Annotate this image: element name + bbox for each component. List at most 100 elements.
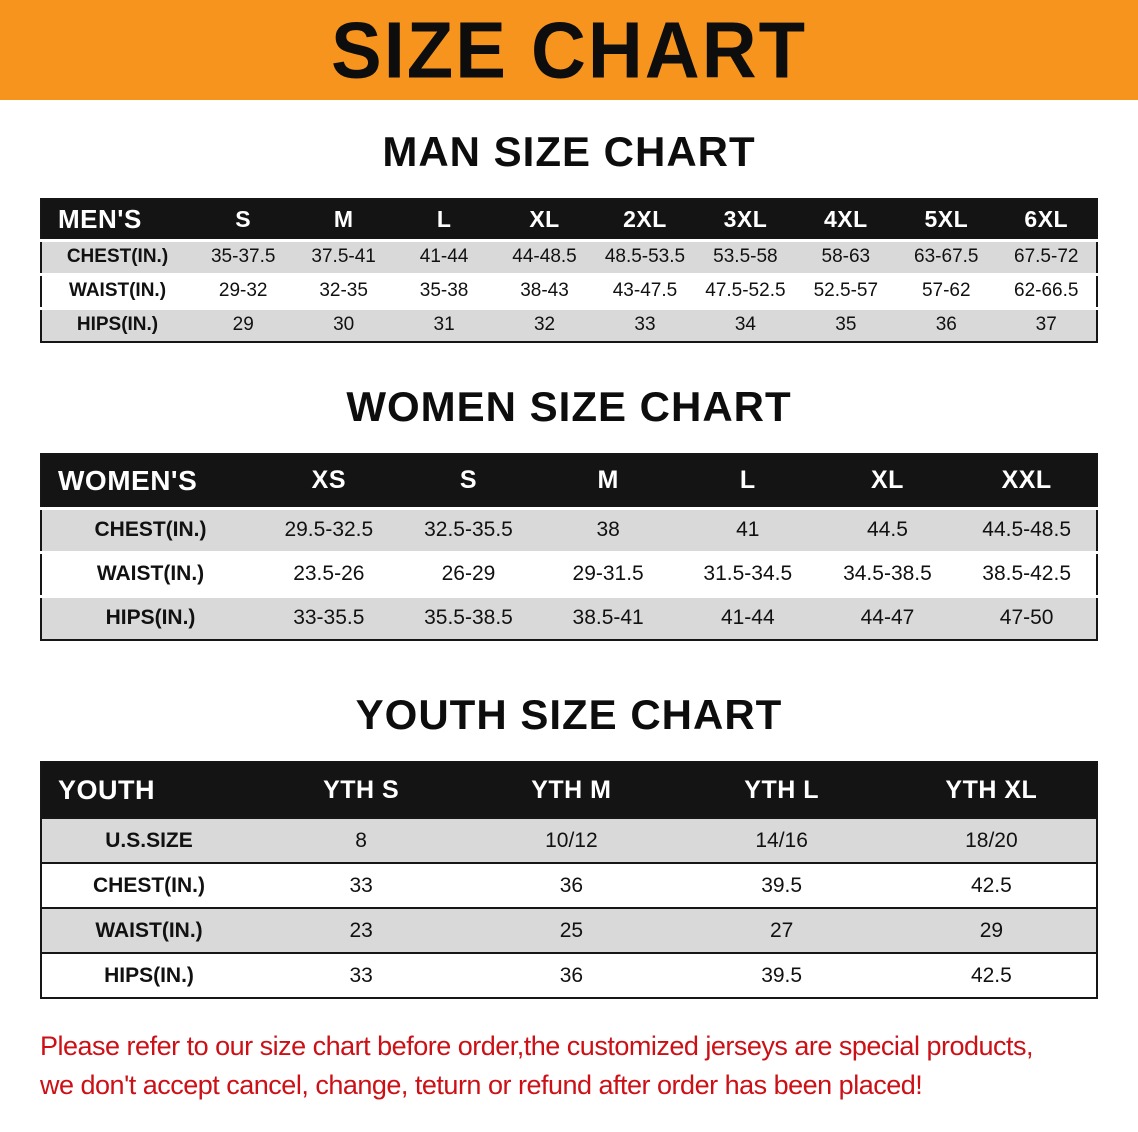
size-value: 42.5 bbox=[970, 963, 1012, 987]
table-title-cell: MEN'S bbox=[41, 199, 193, 240]
row-label: CHEST(IN.) bbox=[41, 508, 259, 552]
size-column-header: XXL bbox=[957, 454, 1097, 508]
men-size-table: MEN'S S M L XL 2XL 3XL 4XL 5XL 6XL CHEST(IN.) 35-37… bbox=[40, 198, 1098, 343]
youth-section-heading: YOUTH SIZE CHART bbox=[355, 691, 783, 738]
size-value: 29-32 bbox=[218, 280, 268, 301]
women-section: WOMEN SIZE CHART WOMEN'S XS S M L XL XXL CHEST(… bbox=[0, 383, 1138, 641]
size-column-header: L bbox=[393, 199, 495, 240]
table-row: CHEST(IN.) 35-37.5 37.5-41 41-44 44-48.5 48.5… bbox=[41, 240, 1097, 274]
size-column-header: YTH S bbox=[256, 762, 467, 818]
size-value: 38 bbox=[538, 508, 678, 552]
row-label: WAIST(IN.) bbox=[68, 280, 167, 301]
size-value: 37.5-41 bbox=[293, 240, 394, 274]
size-value: 23 bbox=[256, 908, 467, 953]
size-value: 35.5-38.5 bbox=[398, 596, 539, 640]
size-value: 18/20 bbox=[886, 818, 1097, 863]
size-value: 33-35.5 bbox=[259, 596, 399, 640]
size-value: 34.5-38.5 bbox=[843, 562, 932, 585]
footer-note: Please refer to our size chart before or… bbox=[40, 1027, 1098, 1105]
banner: SIZE CHART bbox=[0, 0, 1138, 100]
size-value: 26-29 bbox=[441, 562, 496, 585]
size-value: 23.5-26 bbox=[293, 562, 365, 585]
size-column-header: S bbox=[398, 454, 539, 508]
size-value: 67.5-72 bbox=[996, 240, 1097, 274]
size-value: 44-48.5 bbox=[494, 240, 595, 274]
row-label: WAIST(IN.) bbox=[41, 908, 256, 953]
size-value: 36 bbox=[896, 308, 997, 342]
men-section: MAN SIZE CHART MEN'S S M L XL 2XL 3XL 4XL 5XL 6XL… bbox=[0, 128, 1138, 343]
size-value: 43-47.5 bbox=[612, 280, 678, 301]
size-value: 47.5-52.5 bbox=[705, 280, 786, 301]
size-column-header: M bbox=[293, 199, 394, 240]
row-label: WAIST(IN.) bbox=[96, 562, 205, 585]
table-row: HIPS(IN.) 33-35.5 35.5-38.5 38.5-41 41-44 44-… bbox=[41, 596, 1097, 640]
men-section-heading: MAN SIZE CHART bbox=[382, 128, 756, 175]
table-row: WAIST(IN.) 23 25 27 29 bbox=[41, 908, 1097, 953]
size-value: 29 bbox=[193, 308, 294, 342]
size-value: 41-44 bbox=[393, 240, 495, 274]
size-value: 27 bbox=[676, 908, 887, 953]
page-title: SIZE CHART bbox=[331, 5, 807, 95]
size-value: 48.5-53.5 bbox=[594, 240, 696, 274]
table-header-row: YOUTH YTH S YTH M YTH L YTH XL bbox=[41, 762, 1097, 818]
size-column-header: 2XL bbox=[594, 199, 696, 240]
size-value: 44.5 bbox=[817, 508, 958, 552]
size-value: 57-62 bbox=[921, 280, 971, 301]
size-value: 31 bbox=[393, 308, 495, 342]
size-column-header: M bbox=[538, 454, 678, 508]
table-row: U.S.SIZE 8 10/12 14/16 18/20 bbox=[41, 818, 1097, 863]
size-value: 41-44 bbox=[677, 596, 818, 640]
table-row: HIPS(IN.) 29 30 31 32 33 34 35 36 37 bbox=[41, 308, 1097, 342]
size-value: 35-37.5 bbox=[193, 240, 294, 274]
table-row: CHEST(IN.) 29.5-32.5 32.5-35.5 38 41 44.5 44.5… bbox=[41, 508, 1097, 552]
size-value: 42.5 bbox=[970, 873, 1012, 897]
table-header-row: MEN'S S M L XL 2XL 3XL 4XL 5XL 6XL bbox=[41, 199, 1097, 240]
table-row: CHEST(IN.) 33 36 39.5 42.5 bbox=[41, 863, 1097, 908]
size-value: 47-50 bbox=[957, 596, 1097, 640]
size-value: 29.5-32.5 bbox=[259, 508, 399, 552]
size-value: 41 bbox=[677, 508, 818, 552]
size-value: 35-38 bbox=[419, 280, 469, 301]
size-column-header: XS bbox=[259, 454, 399, 508]
size-value: 10/12 bbox=[466, 818, 677, 863]
size-value: 31.5-34.5 bbox=[703, 562, 793, 585]
size-value: 62-66.5 bbox=[1014, 280, 1079, 301]
size-column-header: 4XL bbox=[795, 199, 897, 240]
size-column-header: XL bbox=[494, 199, 595, 240]
size-value: 44.5-48.5 bbox=[957, 508, 1097, 552]
table-header-row: WOMEN'S XS S M L XL XXL bbox=[41, 454, 1097, 508]
size-value: 63-67.5 bbox=[896, 240, 997, 274]
note-line-1: Please refer to our size chart before or… bbox=[40, 1031, 1034, 1061]
size-value: 53.5-58 bbox=[695, 240, 796, 274]
size-value: 33 bbox=[594, 308, 696, 342]
size-value: 58-63 bbox=[795, 240, 897, 274]
size-value: 25 bbox=[466, 908, 677, 953]
size-value: 34 bbox=[695, 308, 796, 342]
size-value: 36 bbox=[559, 873, 584, 897]
women-size-table: WOMEN'S XS S M L XL XXL CHEST(IN.) 29.5-32.5 32.5… bbox=[40, 453, 1098, 641]
table-row: WAIST(IN.) 23.5-26 26-29 29-31.5 31.5-34.5 34… bbox=[41, 552, 1097, 596]
size-column-header: 5XL bbox=[896, 199, 997, 240]
row-label: CHEST(IN.) bbox=[41, 240, 193, 274]
size-value: 14/16 bbox=[676, 818, 887, 863]
size-value: 32 bbox=[494, 308, 595, 342]
size-value: 39.5 bbox=[761, 963, 803, 987]
size-value: 33 bbox=[349, 873, 373, 897]
women-section-heading: WOMEN SIZE CHART bbox=[346, 383, 792, 430]
row-label: HIPS(IN.) bbox=[41, 596, 259, 640]
size-column-header: S bbox=[193, 199, 294, 240]
table-row: HIPS(IN.) 33 36 39.5 42.5 bbox=[41, 953, 1097, 998]
note-line-2: we don't accept cancel, change, teturn o… bbox=[40, 1070, 923, 1100]
size-value: 36 bbox=[559, 963, 584, 987]
table-title-cell: WOMEN'S bbox=[41, 454, 259, 508]
table-row: WAIST(IN.) 29-32 32-35 35-38 38-43 43-47.5 47.… bbox=[41, 274, 1097, 308]
youth-section: YOUTH SIZE CHART YOUTH YTH S YTH M YTH L YTH… bbox=[0, 691, 1138, 999]
size-value: 32-35 bbox=[319, 280, 368, 301]
size-value: 38.5-42.5 bbox=[982, 562, 1072, 585]
size-column-header: YTH M bbox=[466, 762, 677, 818]
size-column-header: 6XL bbox=[996, 199, 1097, 240]
row-label: HIPS(IN.) bbox=[41, 308, 193, 342]
size-column-header: XL bbox=[817, 454, 958, 508]
size-value: 29-31.5 bbox=[572, 562, 644, 585]
